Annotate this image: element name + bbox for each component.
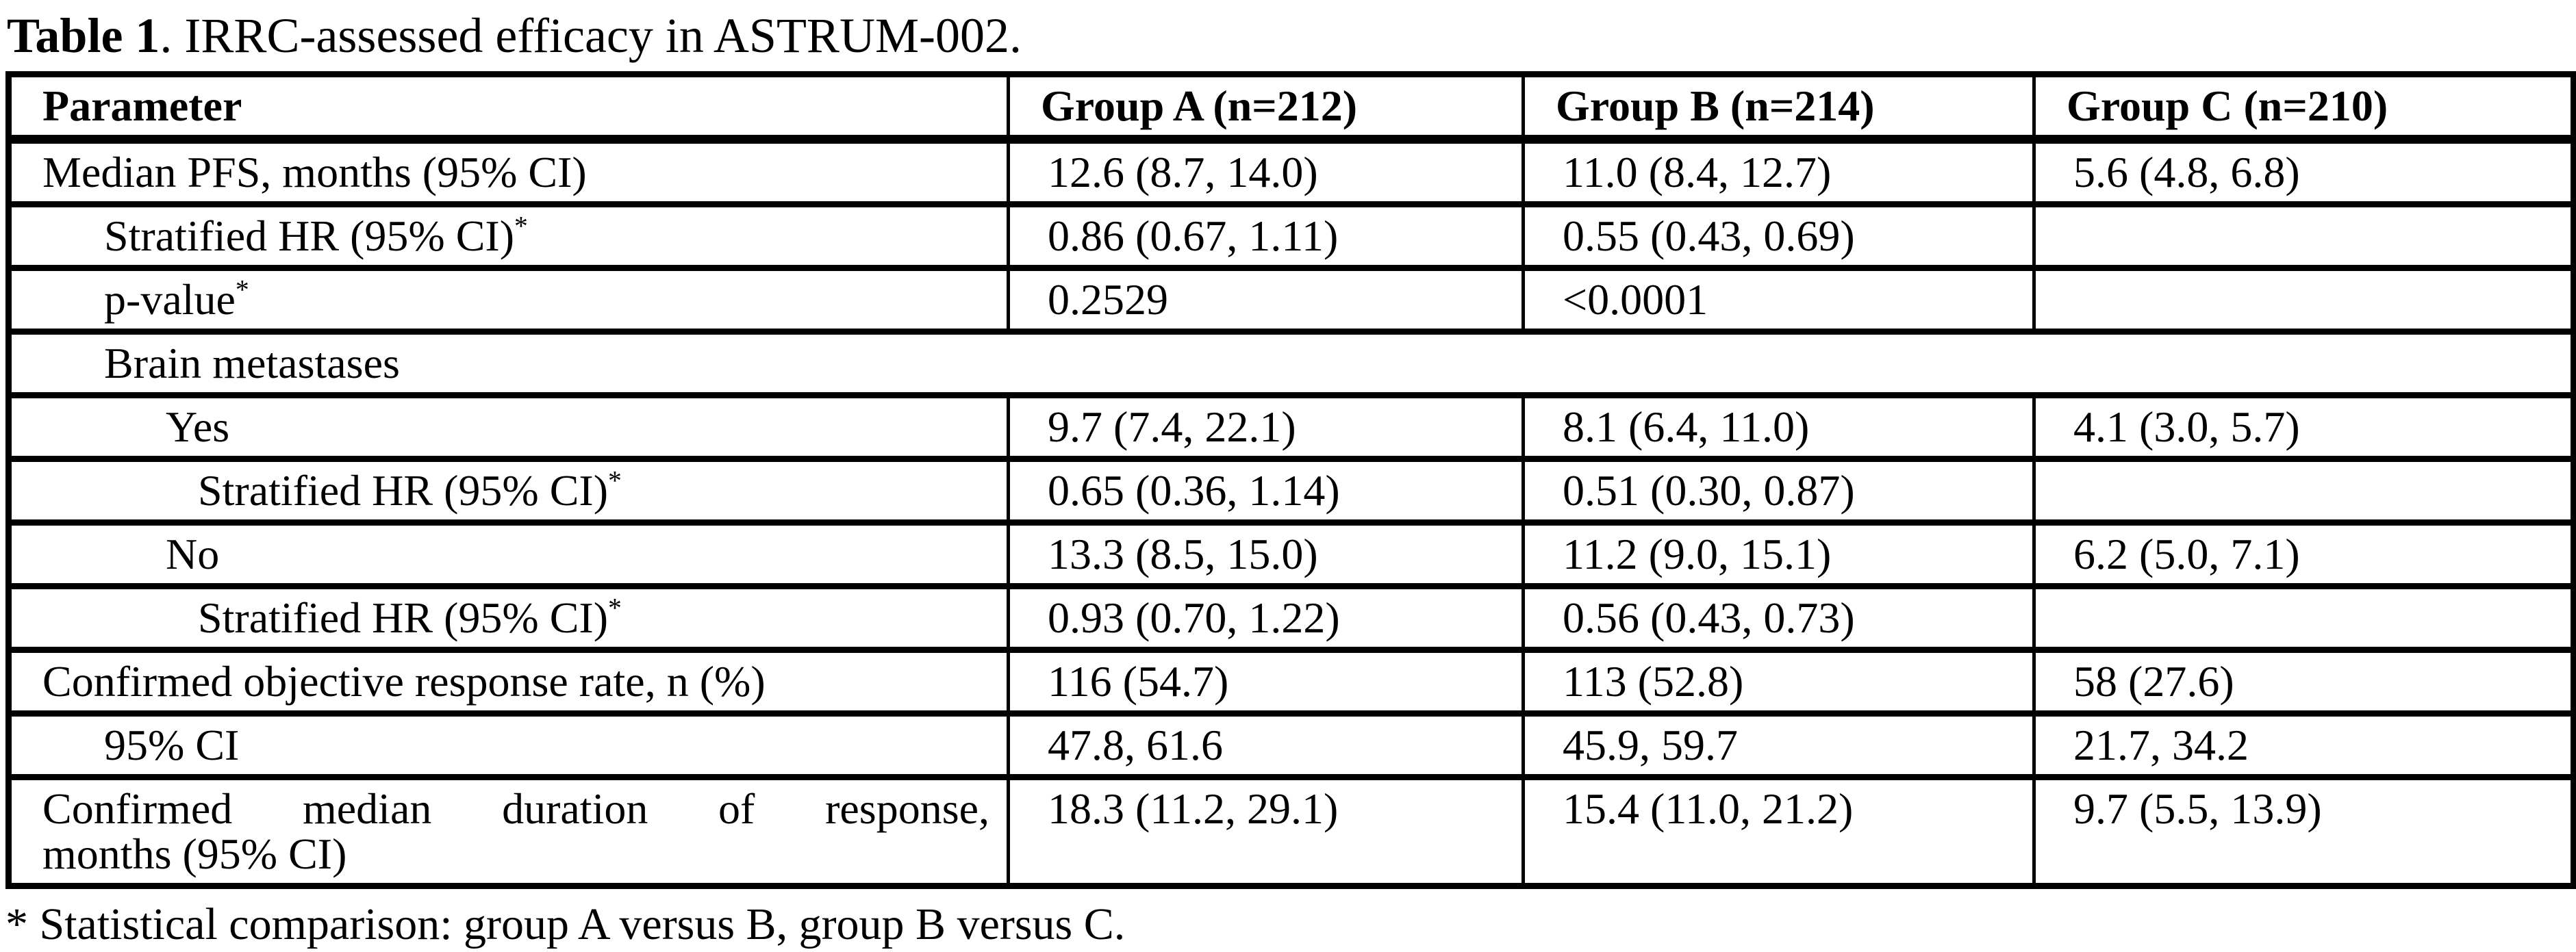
value-cell-group-b: 8.1 (6.4, 11.0) <box>1521 392 2036 462</box>
param-cell: Stratified HR (95% CI)* <box>7 583 1010 653</box>
table-row: 95% CI 47.8, 61.6 45.9, 59.7 21.7, 34.2 <box>7 710 2575 780</box>
param-label: No <box>166 530 220 578</box>
table-title: Table 1. IRRC-assessed efficacy in ASTRU… <box>7 3 2576 68</box>
header-group-b: Group B (n=214) <box>1521 71 2036 144</box>
value-cell-group-b: 0.55 (0.43, 0.69) <box>1521 201 2036 271</box>
param-cell: Confirmed objective response rate, n (%) <box>7 647 1010 717</box>
table-row: Confirmed median duration of response, months… <box>7 774 2575 889</box>
param-cell: 95% CI <box>7 710 1010 780</box>
value-cell-group-a: 9.7 (7.4, 22.1) <box>1007 392 1525 462</box>
header-parameter: Parameter <box>7 71 1010 144</box>
efficacy-table: Parameter Group A (n=212) Group B (n=214… <box>5 71 2576 889</box>
param-word: of <box>718 784 755 833</box>
value-cell-group-a: 0.86 (0.67, 1.11) <box>1007 201 1525 271</box>
param-label: Brain metastases <box>104 339 400 387</box>
param-cell: Yes <box>7 392 1010 462</box>
value-cell-group-b: 15.4 (11.0, 21.2) <box>1521 774 2036 889</box>
table-row: Stratified HR (95% CI)* 0.86 (0.67, 1.11)… <box>7 201 2575 271</box>
param-label: Confirmed objective response rate, n (%) <box>42 657 766 706</box>
param-word: median <box>302 784 432 833</box>
value-cell-group-a: 0.65 (0.36, 1.14) <box>1007 456 1525 526</box>
param-cell: No <box>7 519 1010 589</box>
footnote-marker: * <box>514 211 528 242</box>
value-cell-group-b: <0.0001 <box>1521 265 2036 335</box>
value-cell-group-b: 0.56 (0.43, 0.73) <box>1521 583 2036 653</box>
table-row: Confirmed objective response rate, n (%)… <box>7 647 2575 717</box>
param-cell: Brain metastases <box>7 329 2575 398</box>
table-row: p-value* 0.2529 <0.0001 <box>7 265 2575 335</box>
footnote-marker: * <box>608 465 622 496</box>
param-word: duration <box>502 784 648 833</box>
value-cell-group-a: 13.3 (8.5, 15.0) <box>1007 519 1525 589</box>
value-cell-group-c: 9.7 (5.5, 13.9) <box>2032 774 2575 889</box>
param-label: Stratified HR (95% CI) <box>198 466 608 515</box>
table-row: Yes 9.7 (7.4, 22.1) 8.1 (6.4, 11.0) 4.1 (3.… <box>7 392 2575 462</box>
header-group-c: Group C (n=210) <box>2032 71 2575 144</box>
value-cell-group-c <box>2032 201 2575 271</box>
value-cell-group-c: 58 (27.6) <box>2032 647 2575 717</box>
value-cell-group-a: 0.2529 <box>1007 265 1525 335</box>
header-row: Parameter Group A (n=212) Group B (n=214… <box>7 71 2575 144</box>
value-cell-group-a: 0.93 (0.70, 1.22) <box>1007 583 1525 653</box>
table-body: Median PFS, months (95% CI) 12.6 (8.7, 14… <box>7 136 2575 889</box>
footnote-marker: * <box>235 274 249 305</box>
footnote-marker: * <box>608 593 622 623</box>
value-cell-group-a: 18.3 (11.2, 29.1) <box>1007 774 1525 889</box>
value-cell-group-b: 0.51 (0.30, 0.87) <box>1521 456 2036 526</box>
value-cell-group-a: 12.6 (8.7, 14.0) <box>1007 136 1525 207</box>
value-cell-group-b: 11.0 (8.4, 12.7) <box>1521 136 2036 207</box>
value-cell-group-c: 4.1 (3.0, 5.7) <box>2032 392 2575 462</box>
param-cell: Stratified HR (95% CI)* <box>7 456 1010 526</box>
value-cell-group-b: 45.9, 59.7 <box>1521 710 2036 780</box>
param-word: response, <box>825 784 989 833</box>
param-cell: p-value* <box>7 265 1010 335</box>
param-label: p-value <box>104 275 236 324</box>
value-cell-group-c <box>2032 583 2575 653</box>
param-label: 95% CI <box>104 721 240 769</box>
param-label: Stratified HR (95% CI) <box>104 211 514 260</box>
param-word: Confirmed <box>42 784 233 833</box>
value-cell-group-c <box>2032 456 2575 526</box>
param-cell: Median PFS, months (95% CI) <box>7 136 1010 207</box>
param-label: Stratified HR (95% CI) <box>198 593 608 642</box>
value-cell-group-c: 6.2 (5.0, 7.1) <box>2032 519 2575 589</box>
table-title-text: . IRRC-assessed efficacy in ASTRUM-002. <box>160 8 1022 63</box>
table-title-number: Table 1 <box>7 8 160 63</box>
value-cell-group-a: 47.8, 61.6 <box>1007 710 1525 780</box>
param-label: Yes <box>166 402 230 451</box>
table-row: Brain metastases <box>7 329 2575 398</box>
value-cell-group-a: 116 (54.7) <box>1007 647 1525 717</box>
value-cell-group-c <box>2032 265 2575 335</box>
param-cell: Stratified HR (95% CI)* <box>7 201 1010 271</box>
value-cell-group-b: 113 (52.8) <box>1521 647 2036 717</box>
param-label: Median PFS, months (95% CI) <box>42 148 587 196</box>
table-row: Stratified HR (95% CI)* 0.65 (0.36, 1.14)… <box>7 456 2575 526</box>
value-cell-group-b: 11.2 (9.0, 15.1) <box>1521 519 2036 589</box>
value-cell-group-c: 5.6 (4.8, 6.8) <box>2032 136 2575 207</box>
param-cell: Confirmed median duration of response, months… <box>7 774 1010 889</box>
value-cell-group-c: 21.7, 34.2 <box>2032 710 2575 780</box>
table-row: Stratified HR (95% CI)* 0.93 (0.70, 1.22)… <box>7 583 2575 653</box>
table-row: No 13.3 (8.5, 15.0) 11.2 (9.0, 15.1) 6.2 (5… <box>7 519 2575 589</box>
table-row: Median PFS, months (95% CI) 12.6 (8.7, 14… <box>7 136 2575 207</box>
footnote: * Statistical comparison: group A versus… <box>5 899 1126 949</box>
param-line2: months (95% CI) <box>42 829 347 878</box>
header-group-a: Group A (n=212) <box>1007 71 1525 144</box>
